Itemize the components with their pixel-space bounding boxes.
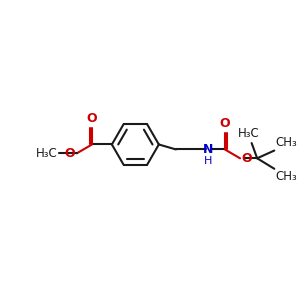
Text: O: O [242,152,252,165]
Text: CH₃: CH₃ [276,136,297,149]
Text: N: N [203,143,214,156]
Text: O: O [87,112,97,125]
Text: O: O [65,147,75,160]
Text: CH₃: CH₃ [276,170,297,183]
Text: H₃C: H₃C [238,127,259,140]
Text: H₃C: H₃C [36,147,58,160]
Text: H: H [204,155,212,166]
Text: O: O [220,117,230,130]
